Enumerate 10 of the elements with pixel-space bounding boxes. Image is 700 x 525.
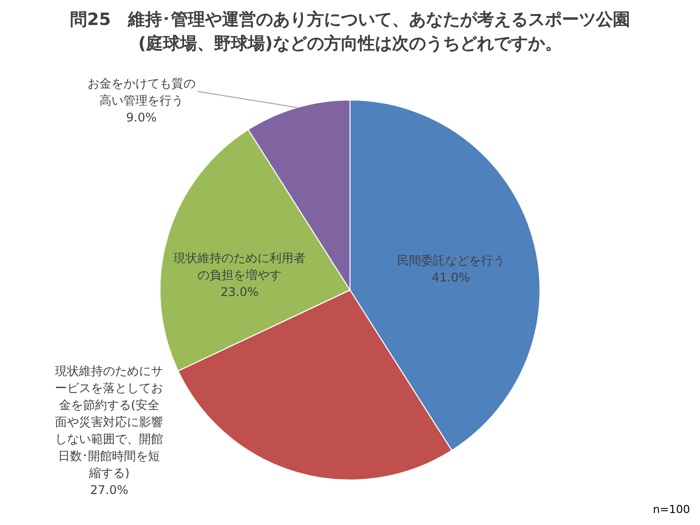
data-label: 41.0% [432, 270, 470, 285]
slice-label: お金をかけても質の高い管理を行う [87, 76, 196, 108]
data-label: 9.0% [126, 110, 157, 124]
slice-label: 現状維持のためにサービスを落としてお金を節約する(安全面や災害対応に影響しない範囲で、開館日数･開館時間を短縮する) [55, 364, 164, 480]
text: n=100 [652, 503, 690, 516]
slice-label: 現状維持のために利用者の負担を増やす [174, 250, 306, 282]
slice-label: 民間委託などを行う [396, 254, 505, 268]
chart-title: 問25 維持･管理や運営のあり方について、あなたが考えるスポーツ公園(庭球場、野球場)などの方向性は次のうちどれですか。 [70, 10, 630, 54]
data-label: 27.0% [90, 483, 128, 498]
data-label: 23.0% [220, 284, 259, 299]
